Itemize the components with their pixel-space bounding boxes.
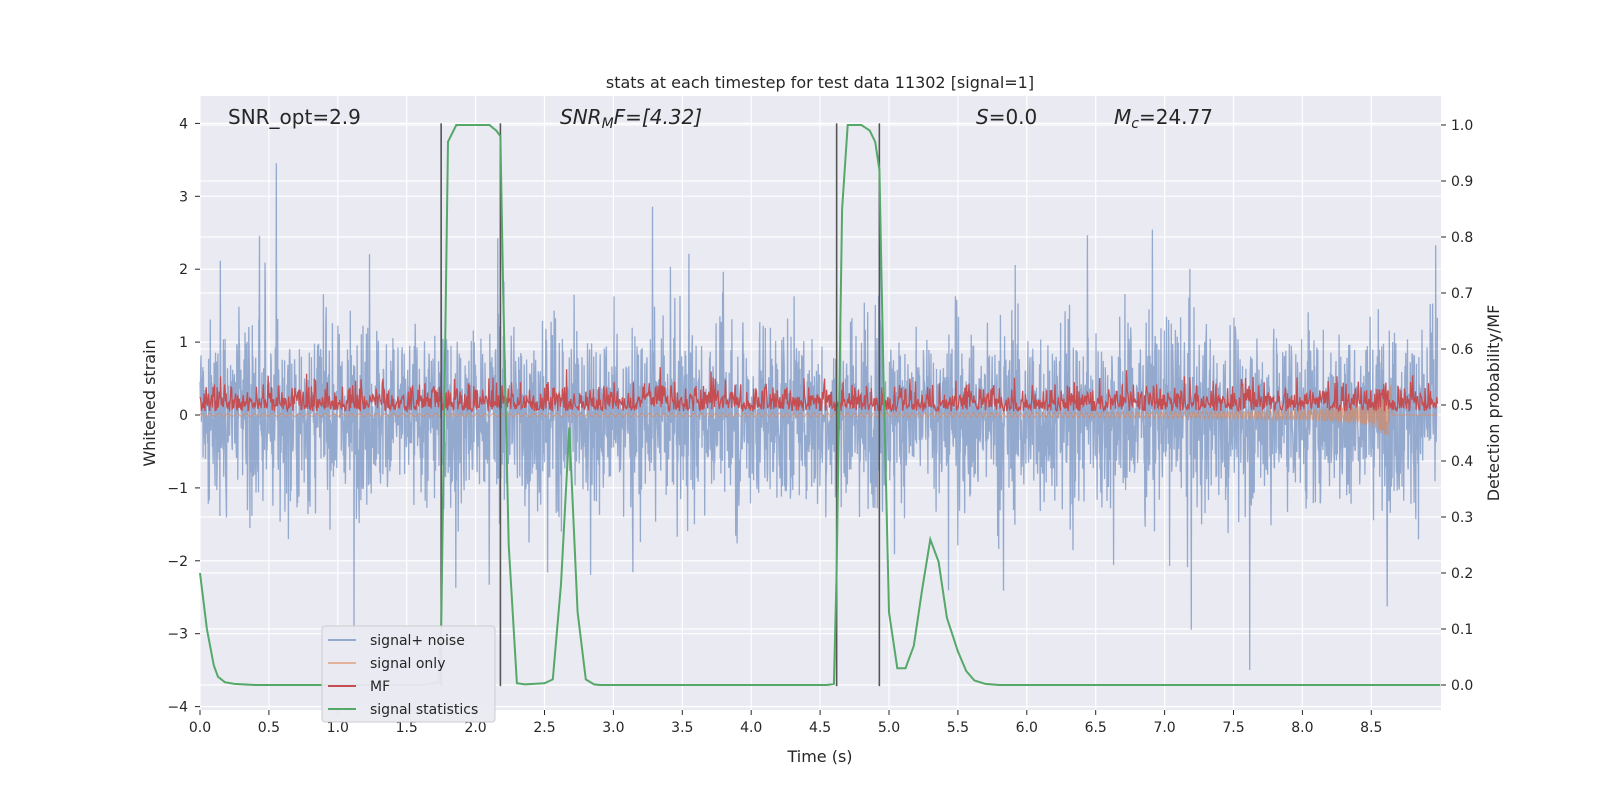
series-mf <box>199 367 1439 413</box>
annotation-snr-mf: SNRMF=[4.32] <box>560 105 702 132</box>
x-tick-label: 8.5 <box>1360 720 1382 736</box>
y-tick-label: −3 <box>167 627 188 643</box>
s-base: S <box>976 105 989 129</box>
y2-tick-label: 0.2 <box>1451 566 1473 582</box>
x-tick-label: 2.0 <box>464 720 486 736</box>
legend-label-signal-only: signal only <box>370 656 445 672</box>
snr-mf-base: SNR <box>560 105 602 129</box>
series-signal-only <box>199 385 1438 437</box>
annotation-snr-opt: SNR_opt=2.9 <box>228 105 361 129</box>
annotation-mc: Mc=24.77 <box>1114 105 1213 132</box>
legend-label-signal-statistics: signal statistics <box>370 702 478 718</box>
y-tick-label: −2 <box>167 554 188 570</box>
x-tick-label: 7.0 <box>1153 720 1175 736</box>
y2-tick-label: 0.0 <box>1451 678 1473 694</box>
x-tick-label: 2.5 <box>533 720 555 736</box>
y-tick-label: −4 <box>167 700 188 716</box>
y2-tick-label: 0.3 <box>1451 510 1473 526</box>
mc-base: M <box>1114 105 1131 129</box>
chart-title: stats at each timestep for test data 113… <box>606 73 1034 92</box>
legend: signal+ noise signal only MF signal stat… <box>321 625 496 723</box>
x-tick-label: 6.5 <box>1085 720 1107 736</box>
snr-mf-sub: M <box>602 116 614 132</box>
mc-sub: c <box>1131 116 1139 132</box>
snr-mf-rest: F=[4.32] <box>614 105 702 129</box>
y-tick-label: 4 <box>179 116 188 132</box>
x-tick-label: 6.0 <box>1016 720 1038 736</box>
y2-tick-label: 1.0 <box>1451 118 1473 134</box>
y-tick-label: 0 <box>179 408 188 424</box>
x-tick-label: 7.5 <box>1222 720 1244 736</box>
x-tick-label: 1.5 <box>396 720 418 736</box>
y-tick-label: −1 <box>167 481 188 497</box>
x-axis-label: Time (s) <box>786 747 852 766</box>
x-tick-label: 0.5 <box>258 720 280 736</box>
x-tick-label: 4.5 <box>809 720 831 736</box>
legend-label-signal-noise: signal+ noise <box>370 633 465 649</box>
y-tick-label: 1 <box>179 335 188 351</box>
x-tick-label: 3.5 <box>671 720 693 736</box>
y2-tick-label: 0.7 <box>1451 286 1473 302</box>
y2-tick-label: 0.4 <box>1451 454 1473 470</box>
y-tick-label: 3 <box>179 189 188 205</box>
x-axis-ticks: 0.0 0.5 1.0 1.5 2.0 2.5 3.0 3.5 4.0 4.5 5.0 5.5 6.0 6… <box>189 710 1382 736</box>
series-signal-noise <box>199 163 1439 671</box>
x-tick-label: 4.0 <box>740 720 762 736</box>
legend-box <box>321 625 496 723</box>
y-axis-ticks: −4 −3 −2 −1 0 1 2 3 4 <box>167 116 200 716</box>
y2-axis-ticks: 0.0 0.1 0.2 0.3 0.4 0.5 0.6 0.7 0.8 0.9 1.0 <box>1441 118 1473 694</box>
mc-rest: =24.77 <box>1139 105 1213 129</box>
x-tick-label: 0.0 <box>189 720 211 736</box>
y2-tick-label: 0.9 <box>1451 174 1473 190</box>
y2-axis-label: Detection probability/MF <box>1484 305 1503 502</box>
y2-tick-label: 0.5 <box>1451 398 1473 414</box>
x-tick-label: 1.0 <box>327 720 349 736</box>
y-tick-label: 2 <box>179 262 188 278</box>
y2-tick-label: 0.6 <box>1451 342 1473 358</box>
x-tick-label: 8.0 <box>1291 720 1313 736</box>
x-tick-label: 3.0 <box>602 720 624 736</box>
legend-label-mf: MF <box>370 679 390 695</box>
x-tick-label: 5.5 <box>947 720 969 736</box>
annotation-s: S=0.0 <box>976 105 1037 129</box>
y-axis-label: Whitened strain <box>140 339 159 466</box>
y2-tick-label: 0.1 <box>1451 622 1473 638</box>
s-rest: =0.0 <box>989 105 1038 129</box>
y2-tick-label: 0.8 <box>1451 230 1473 246</box>
x-tick-label: 5.0 <box>878 720 900 736</box>
